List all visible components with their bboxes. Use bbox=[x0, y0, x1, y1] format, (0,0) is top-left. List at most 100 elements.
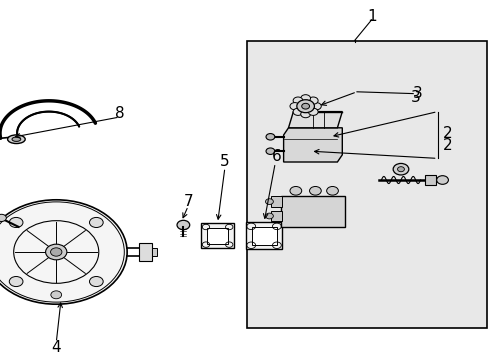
Polygon shape bbox=[73, 112, 87, 120]
Polygon shape bbox=[12, 111, 26, 119]
Ellipse shape bbox=[289, 103, 299, 110]
Polygon shape bbox=[283, 128, 342, 162]
Polygon shape bbox=[1, 125, 18, 129]
Ellipse shape bbox=[50, 248, 62, 256]
Polygon shape bbox=[23, 105, 33, 115]
Ellipse shape bbox=[326, 186, 338, 195]
Polygon shape bbox=[74, 113, 89, 121]
Polygon shape bbox=[25, 104, 35, 114]
Ellipse shape bbox=[392, 163, 408, 175]
Ellipse shape bbox=[309, 186, 321, 195]
Polygon shape bbox=[10, 112, 24, 120]
Polygon shape bbox=[43, 101, 47, 112]
Polygon shape bbox=[27, 104, 36, 114]
Text: 2: 2 bbox=[442, 126, 451, 141]
Polygon shape bbox=[69, 108, 82, 117]
Polygon shape bbox=[60, 103, 68, 113]
Ellipse shape bbox=[300, 111, 310, 118]
Ellipse shape bbox=[308, 97, 318, 104]
Polygon shape bbox=[78, 120, 94, 126]
Polygon shape bbox=[6, 116, 22, 123]
Polygon shape bbox=[0, 127, 18, 130]
Polygon shape bbox=[2, 122, 19, 127]
Ellipse shape bbox=[89, 276, 103, 287]
Polygon shape bbox=[57, 102, 63, 113]
Ellipse shape bbox=[177, 220, 189, 230]
Ellipse shape bbox=[51, 291, 61, 299]
Ellipse shape bbox=[289, 186, 301, 195]
Polygon shape bbox=[9, 113, 23, 121]
Polygon shape bbox=[61, 103, 70, 114]
Polygon shape bbox=[1, 124, 19, 128]
Polygon shape bbox=[48, 101, 51, 112]
Ellipse shape bbox=[296, 100, 314, 113]
Polygon shape bbox=[0, 129, 18, 131]
Polygon shape bbox=[0, 130, 17, 132]
Ellipse shape bbox=[397, 167, 404, 172]
Ellipse shape bbox=[9, 276, 23, 287]
Ellipse shape bbox=[265, 199, 273, 204]
Polygon shape bbox=[15, 109, 28, 118]
Polygon shape bbox=[53, 101, 58, 112]
Polygon shape bbox=[70, 109, 84, 118]
Polygon shape bbox=[65, 105, 76, 115]
Text: 4: 4 bbox=[51, 340, 61, 355]
Polygon shape bbox=[39, 101, 44, 112]
Ellipse shape bbox=[89, 217, 103, 228]
Text: 1: 1 bbox=[366, 9, 376, 24]
Ellipse shape bbox=[12, 137, 21, 141]
Text: 8: 8 bbox=[115, 106, 124, 121]
Polygon shape bbox=[41, 101, 45, 112]
Text: 3: 3 bbox=[410, 90, 420, 105]
Bar bbox=[251, 227, 276, 245]
Ellipse shape bbox=[308, 108, 318, 116]
Polygon shape bbox=[75, 114, 90, 122]
Ellipse shape bbox=[45, 244, 67, 260]
Polygon shape bbox=[79, 122, 95, 126]
Polygon shape bbox=[34, 102, 41, 113]
Ellipse shape bbox=[9, 217, 23, 228]
Bar bbox=[206, 228, 228, 244]
Polygon shape bbox=[288, 112, 342, 128]
Bar bbox=[271, 196, 282, 207]
Bar bbox=[425, 175, 435, 185]
Text: 2: 2 bbox=[442, 138, 451, 153]
Polygon shape bbox=[32, 102, 39, 113]
Ellipse shape bbox=[311, 103, 321, 110]
Bar bbox=[151, 248, 157, 256]
Ellipse shape bbox=[301, 103, 309, 109]
Bar bbox=[139, 243, 151, 261]
Polygon shape bbox=[17, 108, 29, 117]
Polygon shape bbox=[0, 132, 17, 133]
Polygon shape bbox=[0, 134, 17, 137]
Ellipse shape bbox=[265, 213, 273, 219]
Polygon shape bbox=[0, 135, 18, 138]
Bar bbox=[271, 211, 282, 221]
Bar bbox=[201, 223, 234, 248]
Ellipse shape bbox=[436, 176, 447, 184]
Ellipse shape bbox=[0, 214, 6, 221]
Polygon shape bbox=[3, 121, 20, 126]
Ellipse shape bbox=[265, 134, 274, 140]
Polygon shape bbox=[20, 106, 32, 116]
Polygon shape bbox=[7, 115, 22, 122]
Polygon shape bbox=[72, 111, 85, 119]
Polygon shape bbox=[64, 105, 74, 115]
Polygon shape bbox=[19, 107, 30, 116]
Polygon shape bbox=[50, 101, 53, 112]
Polygon shape bbox=[13, 110, 27, 118]
Polygon shape bbox=[77, 117, 92, 123]
Polygon shape bbox=[4, 119, 20, 125]
Ellipse shape bbox=[292, 97, 302, 104]
Polygon shape bbox=[62, 104, 72, 114]
Polygon shape bbox=[5, 118, 21, 124]
Polygon shape bbox=[55, 102, 61, 112]
Ellipse shape bbox=[292, 108, 302, 116]
Text: 3: 3 bbox=[412, 86, 422, 101]
Bar bbox=[246, 41, 486, 328]
Bar bbox=[245, 222, 282, 249]
Polygon shape bbox=[36, 102, 42, 112]
Ellipse shape bbox=[300, 95, 310, 102]
Polygon shape bbox=[52, 101, 56, 112]
Polygon shape bbox=[68, 107, 80, 117]
